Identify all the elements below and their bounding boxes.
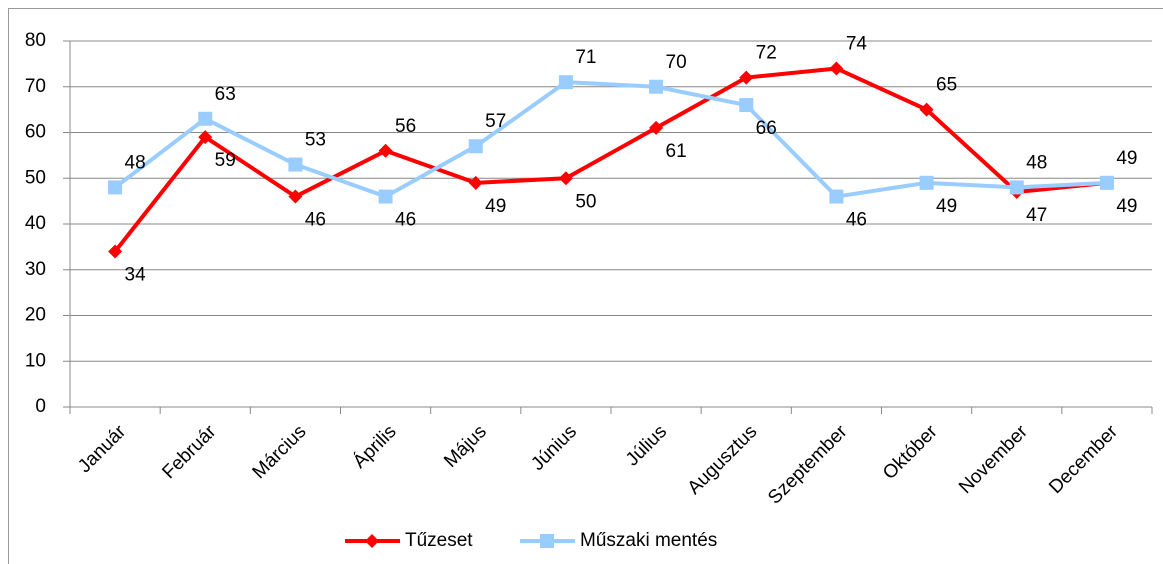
data-point — [919, 175, 934, 190]
data-point — [378, 189, 393, 204]
y-tick-label: 70 — [25, 76, 46, 97]
data-label: 46 — [305, 210, 326, 231]
data-point — [739, 70, 754, 85]
data-label: 46 — [846, 210, 867, 231]
legend-label: Műszaki mentés — [580, 530, 717, 551]
data-point — [288, 189, 303, 204]
data-point — [919, 102, 934, 117]
data-label: 56 — [395, 116, 416, 137]
data-label: 70 — [666, 52, 687, 73]
x-tick-label: Június — [527, 421, 581, 475]
data-label: 48 — [1026, 152, 1047, 173]
data-point — [558, 75, 573, 90]
series-line — [113, 80, 1108, 199]
data-label: 48 — [125, 152, 146, 173]
data-point — [468, 139, 483, 154]
data-point — [108, 244, 123, 259]
x-tick-label: Január — [74, 421, 130, 477]
y-tick-label: 10 — [25, 350, 46, 371]
data-label: 49 — [1116, 196, 1137, 217]
data-point — [288, 157, 303, 172]
y-tick-label: 20 — [25, 305, 46, 326]
data-label: 57 — [485, 111, 506, 132]
data-label: 59 — [215, 150, 236, 171]
data-point — [829, 61, 844, 76]
data-point — [198, 111, 213, 126]
data-point — [1099, 175, 1114, 190]
data-point — [198, 130, 213, 145]
data-point — [649, 120, 664, 135]
y-tick-label: 80 — [25, 30, 46, 51]
x-tick-label: Március — [249, 421, 311, 483]
y-tick-label: 50 — [25, 167, 46, 188]
data-label: 46 — [395, 210, 416, 231]
data-label: 66 — [756, 118, 777, 139]
data-point — [378, 143, 393, 158]
data-point — [649, 79, 664, 94]
x-tick-label: Július — [622, 421, 671, 470]
data-point — [829, 189, 844, 204]
data-label: 49 — [936, 196, 957, 217]
data-label: 72 — [756, 43, 777, 64]
y-tick-label: 60 — [25, 122, 46, 143]
x-tick-label: Október — [879, 421, 942, 484]
legend-marker — [365, 534, 379, 548]
legend-item: Műszaki mentés — [520, 530, 717, 551]
x-tick-label: November — [955, 421, 1032, 498]
x-tick-label: Szeptember — [764, 421, 852, 509]
data-label: 65 — [936, 75, 957, 96]
y-tick-label: 40 — [25, 213, 46, 234]
data-label: 71 — [575, 47, 596, 68]
data-label: 63 — [215, 84, 236, 105]
x-tick-label: Február — [158, 421, 220, 483]
y-tick-label: 30 — [25, 259, 46, 280]
x-tick-label: Augusztus — [684, 421, 762, 499]
data-label: 47 — [1026, 205, 1047, 226]
data-label: 34 — [125, 264, 147, 285]
x-tick-label: Május — [440, 421, 491, 472]
legend-label: Tűzeset — [405, 530, 473, 551]
y-tick-label: 0 — [35, 396, 46, 417]
data-label: 53 — [305, 130, 326, 151]
x-tick-label: Április — [349, 421, 400, 472]
data-label: 74 — [846, 33, 868, 54]
data-label: 50 — [575, 191, 596, 212]
data-label: 49 — [1116, 148, 1137, 169]
data-point — [739, 98, 754, 113]
legend-item: Tűzeset — [345, 530, 473, 551]
data-label: 61 — [666, 141, 687, 162]
data-point — [558, 171, 573, 186]
legend-marker — [540, 534, 554, 548]
series-line — [113, 66, 1108, 253]
data-point — [1009, 180, 1024, 195]
chart-border — [8, 8, 1163, 564]
data-point — [468, 175, 483, 190]
data-point — [108, 180, 123, 195]
x-tick-label: December — [1045, 421, 1122, 498]
data-label: 49 — [485, 196, 506, 217]
